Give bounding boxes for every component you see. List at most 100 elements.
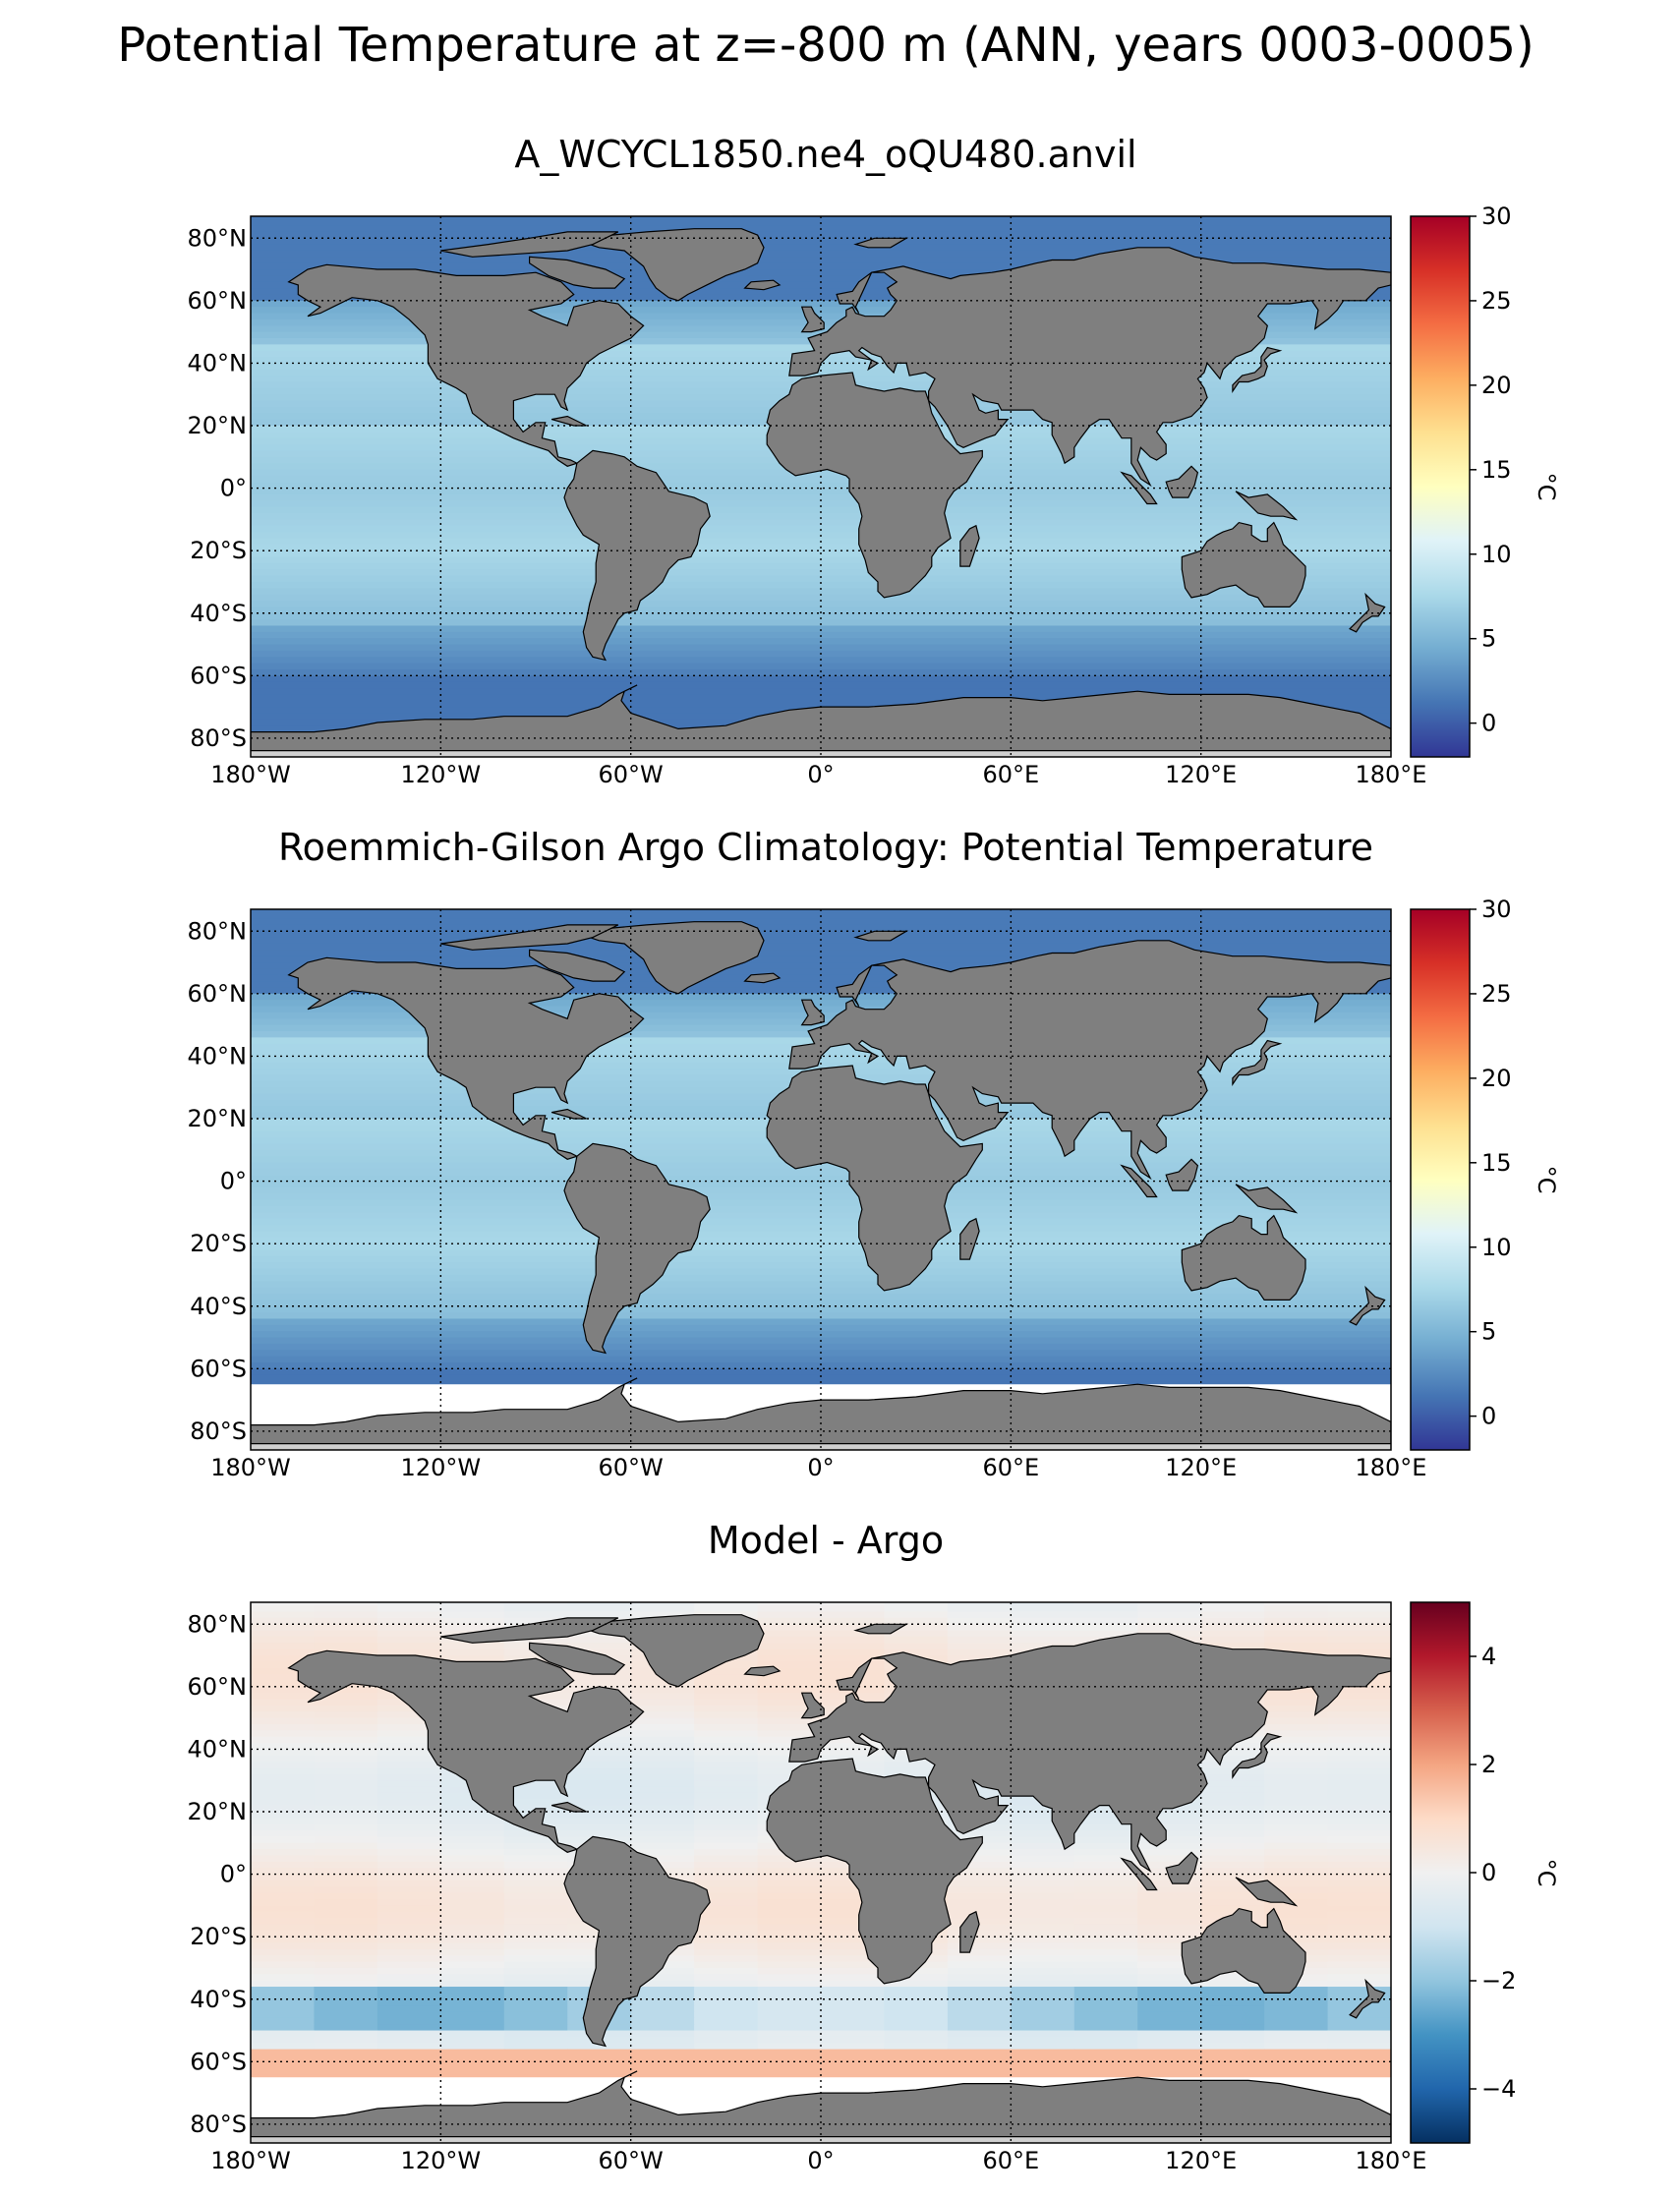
land-north-america xyxy=(287,956,645,1160)
colorbar-gradient xyxy=(1410,908,1471,1451)
lon-tick-label: 0° xyxy=(807,761,834,788)
land-sumatra xyxy=(1120,1164,1158,1198)
map-frame xyxy=(250,215,1392,758)
colorbar: 0 5 10 15 20 25 30 °C xyxy=(1410,202,1560,758)
lon-tick-label: 60°E xyxy=(982,1454,1039,1481)
colorbar-tick-label: 10 xyxy=(1481,541,1512,568)
lat-tick-label: 60°S xyxy=(190,662,247,689)
lon-tick-label: 120°W xyxy=(401,2147,482,2174)
map: 180°W 120°W 60°W 0° 60°E 120°E 180°E 80°N 60°N 40… xyxy=(188,215,1426,788)
land-borneo xyxy=(1165,1851,1199,1884)
land-eurasia xyxy=(788,940,1391,1181)
land-svalbard xyxy=(853,1623,909,1635)
colorbar-tick-label: −2 xyxy=(1481,1967,1516,1995)
land-svalbard xyxy=(853,930,909,942)
colorbar-tick-label: 25 xyxy=(1481,287,1512,315)
land-new-guinea xyxy=(1235,491,1299,521)
lon-tick-label: 180°W xyxy=(210,1454,291,1481)
land-australia xyxy=(1181,1214,1306,1301)
colorbar-tick-label: 0 xyxy=(1481,1859,1496,1886)
lon-tick-label: 120°E xyxy=(1165,2147,1237,2174)
colorbar-tick-label: 0 xyxy=(1481,1403,1496,1430)
land-new-guinea xyxy=(1235,1184,1299,1214)
land-north-america xyxy=(287,1649,645,1853)
graticule xyxy=(251,216,1391,757)
land-japan xyxy=(1232,1732,1283,1779)
lon-tick-label: 0° xyxy=(807,2147,834,2174)
lat-tick-label: 60°S xyxy=(190,2048,247,2075)
land-baffin-archipelago xyxy=(529,949,626,982)
lon-tick-label: 180°E xyxy=(1356,761,1427,788)
colorbar-tick-label: 15 xyxy=(1481,1149,1512,1177)
lat-tick-label: 40°S xyxy=(190,1986,247,2013)
colorbar-tick-label: 20 xyxy=(1481,1065,1512,1092)
colorbar: 0 5 10 15 20 25 30 °C xyxy=(1410,896,1560,1451)
lat-tick-label: 40°S xyxy=(190,1293,247,1320)
lat-tick-label: 60°S xyxy=(190,1355,247,1382)
lon-tick-label: 0° xyxy=(807,1454,834,1481)
colorbar-tick-label: 30 xyxy=(1481,202,1512,230)
colorbar-tick-label: 2 xyxy=(1481,1751,1496,1778)
lon-tick-label: 180°W xyxy=(210,761,291,788)
lat-tick-label: 80°S xyxy=(190,1417,247,1445)
land-eurasia xyxy=(788,1633,1391,1874)
land-cuba xyxy=(550,1801,587,1813)
lon-tick-label: 180°E xyxy=(1356,2147,1427,2174)
land-australia xyxy=(1181,1907,1306,1994)
lat-tick-label: 0° xyxy=(220,1168,247,1195)
lat-tick-label: 40°N xyxy=(188,349,248,376)
lon-tick-label: 60°W xyxy=(599,2147,664,2174)
lon-tick-label: 120°W xyxy=(401,1454,482,1481)
land-svalbard xyxy=(853,237,909,249)
lat-tick-label: 20°S xyxy=(190,1230,247,1257)
land-iceland xyxy=(743,972,782,984)
colorbar-tick-label: 5 xyxy=(1481,625,1496,653)
colorbar-tick-label: 15 xyxy=(1481,456,1512,484)
lat-tick-label: 60°N xyxy=(188,1673,248,1701)
lon-tick-label: 120°W xyxy=(401,761,482,788)
figure-title: Potential Temperature at z=-800 m (ANN, … xyxy=(117,18,1535,73)
colorbar-unit-label: °C xyxy=(1533,473,1560,501)
land-eurasia xyxy=(788,247,1391,488)
land-new-guinea xyxy=(1235,1877,1299,1907)
lon-tick-label: 60°W xyxy=(599,761,664,788)
land-sumatra xyxy=(1120,471,1158,505)
lat-tick-label: 40°N xyxy=(188,1042,248,1070)
land-japan xyxy=(1232,346,1283,393)
land-australia xyxy=(1181,521,1306,607)
lat-tick-label: 0° xyxy=(220,475,247,502)
lon-tick-label: 180°W xyxy=(210,2147,291,2174)
lat-tick-label: 80°N xyxy=(188,224,248,252)
land-greenland xyxy=(588,228,765,302)
land-british-isles xyxy=(800,1692,825,1719)
lon-tick-label: 120°E xyxy=(1165,1454,1237,1481)
graticule xyxy=(251,909,1391,1450)
lat-tick-label: 0° xyxy=(220,1861,247,1888)
land-iceland xyxy=(743,1665,782,1677)
colorbar-tick-label: 25 xyxy=(1481,980,1512,1008)
land-japan xyxy=(1232,1039,1283,1086)
land-greenland xyxy=(588,921,765,995)
map-frame xyxy=(250,1601,1392,2144)
land-baffin-archipelago xyxy=(529,1642,626,1675)
land-north-america xyxy=(287,263,645,467)
panel-title: Model - Argo xyxy=(707,1519,945,1562)
colorbar-tick-label: 10 xyxy=(1481,1234,1512,1261)
colorbar-unit-label: °C xyxy=(1533,1166,1560,1194)
land-iceland xyxy=(743,279,782,291)
lat-tick-label: 20°S xyxy=(190,537,247,564)
lat-tick-label: 20°N xyxy=(188,1798,248,1825)
colorbar-gradient xyxy=(1410,215,1471,758)
panel-title: A_WCYCL1850.ne4_oQU480.anvil xyxy=(514,133,1137,176)
land-borneo xyxy=(1165,465,1199,498)
lat-tick-label: 60°N xyxy=(188,980,248,1008)
lat-tick-label: 20°N xyxy=(188,412,248,439)
colorbar-tick-label: 5 xyxy=(1481,1318,1496,1346)
land-madagascar xyxy=(959,1217,980,1260)
land-cuba xyxy=(550,1108,587,1120)
lat-tick-label: 80°N xyxy=(188,1610,248,1638)
colorbar-unit-label: °C xyxy=(1533,1859,1560,1887)
land-madagascar xyxy=(959,524,980,567)
land-madagascar xyxy=(959,1910,980,1953)
lat-tick-label: 80°S xyxy=(190,2111,247,2138)
